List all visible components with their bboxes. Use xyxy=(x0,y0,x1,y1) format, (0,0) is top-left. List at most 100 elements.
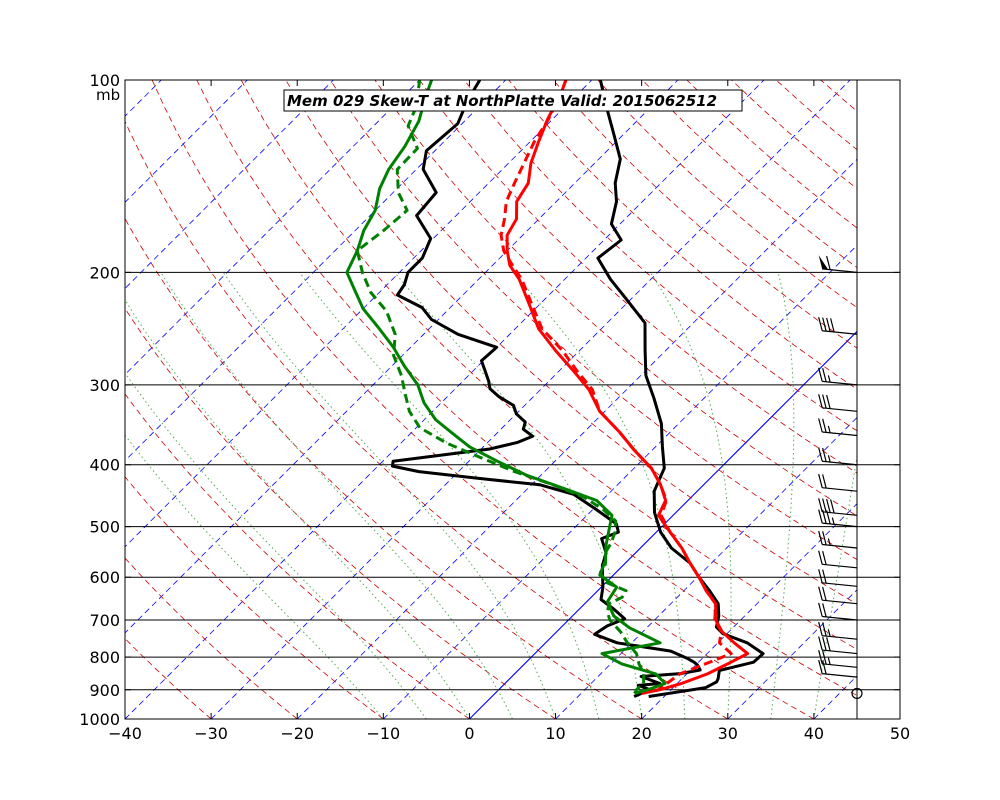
wind-barb xyxy=(818,498,858,516)
dry-adiabat xyxy=(820,80,857,112)
barb-feather xyxy=(822,650,827,665)
isotherm-line xyxy=(0,80,75,719)
dry-adiabat xyxy=(125,557,298,719)
dry-adiabat xyxy=(196,80,857,697)
barb-pennant xyxy=(818,255,829,270)
barb-shaft xyxy=(822,563,858,569)
barb-feather xyxy=(818,569,823,583)
wind-barb xyxy=(818,602,858,621)
barb-feather xyxy=(818,530,823,545)
y-tick-label: 500 xyxy=(89,518,120,537)
isotherm-line xyxy=(125,80,248,203)
barb-feather xyxy=(826,510,831,525)
dry-adiabat xyxy=(731,80,857,190)
barb-shaft xyxy=(822,635,858,640)
barb-feather xyxy=(826,394,831,409)
barb-shaft xyxy=(822,582,858,587)
barb-half-feather xyxy=(827,425,831,433)
barb-shaft xyxy=(822,431,858,437)
barb-shaft xyxy=(822,460,858,466)
background-lines xyxy=(0,80,1000,719)
dry-adiabat xyxy=(463,80,857,432)
isobar-lines xyxy=(125,271,900,691)
isotherm-line xyxy=(125,80,334,290)
barb-feather xyxy=(826,637,831,652)
barb-shaft xyxy=(822,543,858,549)
barb-feather xyxy=(830,318,835,333)
wind-barb xyxy=(818,394,858,412)
isotherm-line xyxy=(125,80,679,634)
wind-barb xyxy=(818,317,858,335)
isotherm-line xyxy=(383,244,857,719)
y-tick-label: 400 xyxy=(89,456,120,475)
y-tick-label: 700 xyxy=(89,611,120,630)
barb-feather xyxy=(822,603,827,618)
isotherm-line xyxy=(125,80,765,719)
wind-barb xyxy=(818,447,858,466)
barb-feather xyxy=(826,498,831,513)
title-box: Mem 029 Skew-T at NorthPlatte Valid: 201… xyxy=(283,89,743,112)
barb-half-feather xyxy=(827,455,831,463)
y-tick-label: 300 xyxy=(89,376,120,395)
barb-feather xyxy=(830,499,835,514)
moist-adiabat xyxy=(649,272,732,719)
barb-feather xyxy=(818,621,823,636)
x-tick-label: 10 xyxy=(545,724,565,743)
isotherm-line xyxy=(727,589,857,719)
wind-barb xyxy=(818,659,858,678)
dry-adiabat xyxy=(865,80,1000,719)
barb-feather xyxy=(826,317,831,332)
barb-feather xyxy=(818,550,823,565)
temperature-solid-line xyxy=(505,80,750,695)
isotherm-line xyxy=(210,80,851,719)
barb-feather xyxy=(822,586,827,601)
x-tick-label: −30 xyxy=(194,724,228,743)
barb-feather xyxy=(818,659,823,674)
wind-barb xyxy=(818,367,858,386)
moist-adiabat xyxy=(125,299,470,719)
isotherm-line xyxy=(986,80,1000,719)
barb-feather xyxy=(822,636,827,651)
chart-title: Mem 029 Skew-T at NorthPlatte Valid: 201… xyxy=(287,92,717,110)
barb-feather xyxy=(822,551,827,565)
y-axis-unit: mb xyxy=(96,86,120,104)
dry-adiabat xyxy=(151,80,815,719)
barb-shaft xyxy=(822,487,858,492)
barb-half-feather xyxy=(827,538,831,546)
temperature-solid-line xyxy=(596,80,765,698)
barb-shaft xyxy=(822,407,858,412)
dry-adiabat xyxy=(419,80,857,474)
wind-barb xyxy=(818,650,858,668)
dry-adiabat xyxy=(552,80,857,349)
barb-feather xyxy=(818,418,823,433)
barb-feather xyxy=(818,367,823,382)
wind-barb xyxy=(818,473,858,492)
data-lines xyxy=(345,80,765,698)
barb-feather xyxy=(822,531,827,546)
zero-isotherm xyxy=(469,330,857,719)
barb-feather xyxy=(818,650,823,664)
dry-adiabat xyxy=(775,80,857,151)
barb-feather xyxy=(822,498,827,513)
barb-feather xyxy=(822,509,827,524)
barb-shaft xyxy=(822,511,858,516)
temperature-dashed-line xyxy=(499,80,733,695)
moist-adiabat xyxy=(160,272,513,719)
x-tick-label: 20 xyxy=(631,724,651,743)
wind-barb xyxy=(818,586,858,605)
isotherm-line xyxy=(641,503,857,719)
y-tick-label: 200 xyxy=(89,263,120,282)
wind-barbs xyxy=(818,255,863,700)
barb-feather xyxy=(822,622,827,637)
barb-shaft xyxy=(822,615,858,621)
barb-shaft xyxy=(822,663,858,668)
isotherm-line xyxy=(296,158,857,719)
barb-shaft xyxy=(822,599,858,605)
barb-feather xyxy=(818,636,823,651)
barb-feather xyxy=(822,660,827,675)
dry-adiabat xyxy=(508,80,857,390)
dry-adiabat xyxy=(597,80,857,309)
plot-frame xyxy=(124,79,901,720)
barb-feather xyxy=(818,586,823,601)
dry-adiabat xyxy=(125,120,729,719)
